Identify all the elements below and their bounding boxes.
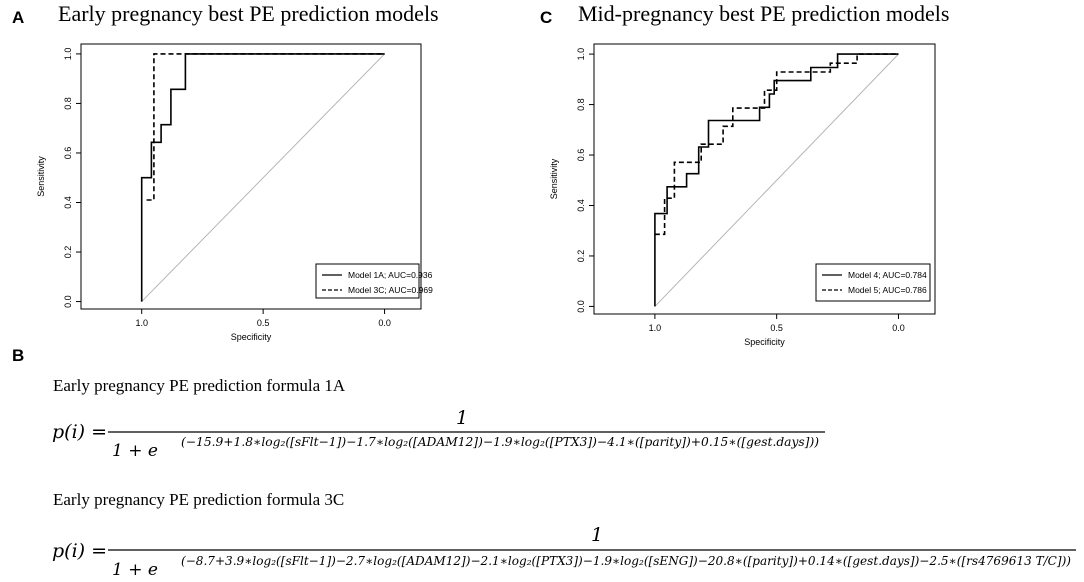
chart-a-y-tick-label: 0.4 xyxy=(63,196,73,209)
panel-a-letter: A xyxy=(12,8,25,27)
chart-a-x-tick-label: 1.0 xyxy=(135,318,148,328)
chart-a-y-tick-label: 0.2 xyxy=(63,246,73,259)
formula-1a-exponent: (−15.9+1.8∗log₂([sFlt−1])−1.7∗log₂([ADAM… xyxy=(181,435,819,449)
panel-a-title: Early pregnancy best PE prediction model… xyxy=(58,1,439,26)
chart-c-x-tick-label: 1.0 xyxy=(649,323,662,333)
chart-c-x-tick-label: 0.5 xyxy=(770,323,783,333)
chart-a-y-tick-label: 0.8 xyxy=(63,97,73,110)
chart-c-y-tick-label: 0.2 xyxy=(576,250,586,263)
chart-c-legend-label-2: Model 5; AUC=0.786 xyxy=(848,285,927,295)
chart-c-reference-line xyxy=(654,53,899,307)
chart-c-x-axis-label: Specificity xyxy=(744,337,785,347)
chart-a-y-tick-label: 1.0 xyxy=(63,48,73,61)
chart-c-series-line-1 xyxy=(654,53,899,307)
chart-c-series-line-2 xyxy=(654,53,899,236)
chart-c-y-tick-label: 0.6 xyxy=(576,149,586,162)
formula-1a: p(i) = 1 1 + e (−15.9+1.8∗log₂([sFlt−1])… xyxy=(52,407,825,461)
formula-1a-p-label: p(i) = xyxy=(52,421,107,443)
chart-c-y-tick-label: 1.0 xyxy=(576,48,586,61)
chart-a-x-tick-label: 0.0 xyxy=(378,318,391,328)
chart-a-y-tick-label: 0.0 xyxy=(63,295,73,308)
formula-1a-numerator: 1 xyxy=(456,407,468,429)
formula-3c-title: Early pregnancy PE prediction formula 3C xyxy=(53,490,345,509)
formula-1a-denominator-base: 1 + e xyxy=(112,441,158,461)
chart-c-legend-label-1: Model 4; AUC=0.784 xyxy=(848,270,927,280)
chart-c-y-axis-label: Sensitivity xyxy=(549,158,559,199)
chart-c-legend-box xyxy=(815,263,931,302)
chart-c-plot-frame xyxy=(593,43,936,315)
chart-a-plot-frame xyxy=(80,43,422,310)
panel-c-letter: C xyxy=(540,8,553,27)
chart-a-legend-label-2: Model 3C; AUC=0.969 xyxy=(348,285,433,295)
formula-3c-exponent: (−8.7+3.9∗log₂([sFlt−1])−2.7∗log₂([ADAM1… xyxy=(181,554,1071,568)
chart-a-series-line-1 xyxy=(140,53,385,302)
chart-c-y-tick-label: 0.0 xyxy=(576,300,586,313)
chart-a-legend-box xyxy=(315,263,420,299)
formula-3c-p-label: p(i) = xyxy=(52,540,107,562)
formula-3c: p(i) = 1 1 + e (−8.7+3.9∗log₂([sFlt−1])−… xyxy=(52,524,1076,580)
chart-a-y-tick-label: 0.6 xyxy=(63,147,73,160)
chart-c-y-tick-label: 0.8 xyxy=(576,98,586,111)
chart-a-y-axis-label: Sensitivity xyxy=(36,156,46,197)
chart-a-x-tick-label: 0.5 xyxy=(257,318,270,328)
chart-c-y-tick-label: 0.4 xyxy=(576,199,586,212)
panel-c-title: Mid-pregnancy best PE prediction models xyxy=(578,1,950,26)
formula-3c-numerator: 1 xyxy=(591,524,603,546)
chart-a-series-line-2 xyxy=(146,53,385,201)
chart-a-legend-label-1: Model 1A; AUC=0.936 xyxy=(348,270,433,280)
panel-b-letter: B xyxy=(12,346,25,365)
formula-3c-denominator-base: 1 + e xyxy=(112,560,158,580)
chart-a-x-axis-label: Specificity xyxy=(231,332,272,342)
chart-c-x-tick-label: 0.0 xyxy=(892,323,905,333)
chart-a-reference-line xyxy=(141,53,385,302)
formula-1a-title: Early pregnancy PE prediction formula 1A xyxy=(53,376,346,395)
